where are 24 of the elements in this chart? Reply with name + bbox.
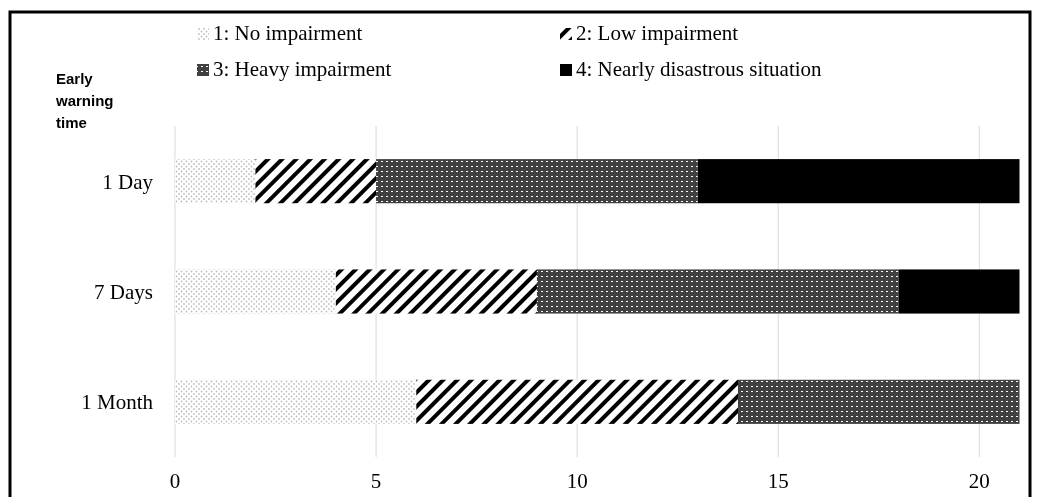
x-tick-label: 5 xyxy=(370,469,382,493)
x-tick-label: 0 xyxy=(169,469,181,493)
bar xyxy=(255,159,377,204)
y-axis-title: Early warning time xyxy=(55,70,114,131)
bar xyxy=(376,159,698,204)
y-tick-label: 1 Month xyxy=(81,390,154,415)
x-tick-label: 10 xyxy=(566,469,588,493)
bar xyxy=(697,159,1020,204)
bar xyxy=(536,269,899,314)
legend-label: 1: No impairment xyxy=(213,21,363,45)
bar xyxy=(175,269,336,314)
y-tick-label: 1 Day xyxy=(102,169,154,194)
bar xyxy=(175,379,417,424)
bar xyxy=(898,269,1020,314)
bar xyxy=(416,379,738,424)
y-tick-label: 7 Days xyxy=(94,279,153,304)
bar xyxy=(738,379,1020,424)
legend-label: 4: Nearly disastrous situation xyxy=(576,57,823,81)
legend-label: 3: Heavy impairment xyxy=(213,57,392,81)
bar xyxy=(335,269,537,314)
bar xyxy=(175,159,256,204)
x-tick-label: 15 xyxy=(767,469,789,493)
x-tick-label: 20 xyxy=(968,469,990,493)
legend-label: 2: Low impairment xyxy=(576,21,739,45)
